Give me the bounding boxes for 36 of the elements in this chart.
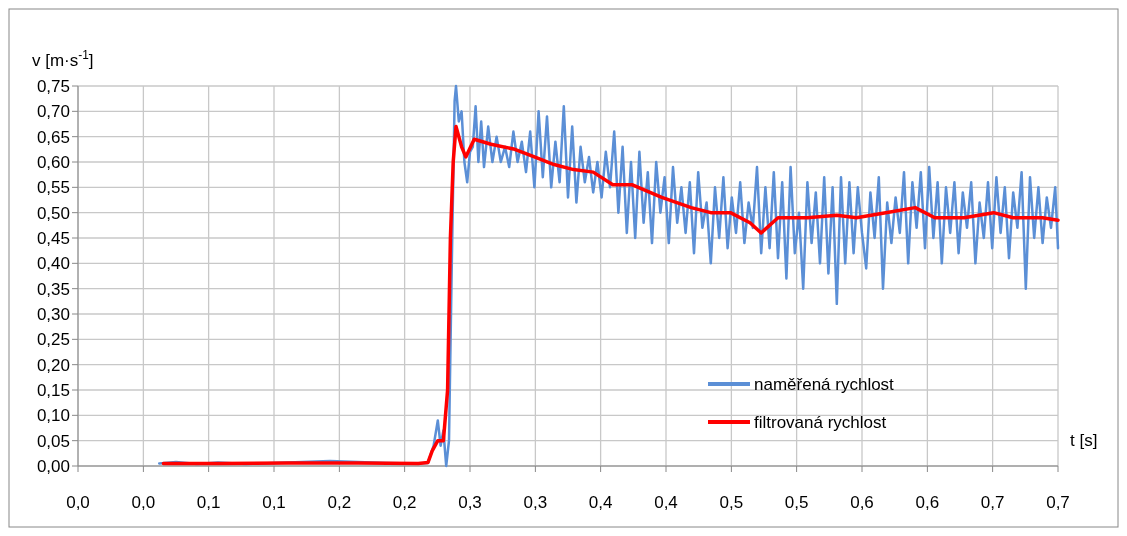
- y-tick-label: 0,65: [36, 127, 70, 147]
- y-tick-label: 0,05: [36, 431, 70, 451]
- y-tick-label: 0,25: [36, 330, 70, 350]
- x-tick-label: 0,4: [588, 493, 613, 512]
- x-tick-label: 0,5: [784, 493, 809, 512]
- y-tick-label: 0,15: [36, 380, 70, 400]
- x-tick-label: 0,1: [196, 493, 221, 512]
- y-tick-label: 0,50: [36, 203, 70, 223]
- y-tick-label: 0,75: [36, 76, 70, 96]
- y-axis-title: v [m·s$^{-1}$]: [32, 48, 94, 70]
- x-tick-label: 0,3: [523, 493, 548, 512]
- legend-label: naměřená rychlost: [754, 374, 895, 394]
- y-tick-label: 0,00: [36, 456, 70, 476]
- y-tick-label: 0,60: [36, 152, 70, 172]
- y-tick-label: 0,55: [36, 178, 70, 198]
- x-tick-label: 0,4: [654, 493, 678, 512]
- x-tick-label: 0,5: [719, 493, 744, 512]
- x-tick-label: 0,1: [262, 493, 286, 512]
- y-tick-label: 0,70: [36, 102, 70, 122]
- legend-label: filtrovaná rychlost: [754, 412, 887, 432]
- y-tick-label: 0,30: [36, 304, 70, 324]
- y-tick-label: 0,45: [36, 228, 70, 248]
- y-tick-label: 0,35: [36, 279, 70, 299]
- x-tick-label: 0,2: [392, 493, 417, 512]
- y-tick-label: 0,20: [36, 355, 70, 375]
- y-tick-label: 0,10: [36, 406, 70, 426]
- y-tick-label: 0,40: [36, 254, 70, 274]
- x-tick-label: 0,0: [131, 493, 156, 512]
- x-tick-label: 0,3: [458, 493, 482, 512]
- x-tick-label: 0,2: [327, 493, 352, 512]
- x-tick-label: 0,6: [915, 493, 940, 512]
- x-tick-label: 0,7: [980, 493, 1005, 512]
- x-tick-label: 0,7: [1046, 493, 1070, 512]
- x-tick-label: 0,6: [850, 493, 874, 512]
- x-axis-title: t [s]: [1070, 431, 1098, 450]
- x-tick-label: 0,0: [66, 493, 90, 512]
